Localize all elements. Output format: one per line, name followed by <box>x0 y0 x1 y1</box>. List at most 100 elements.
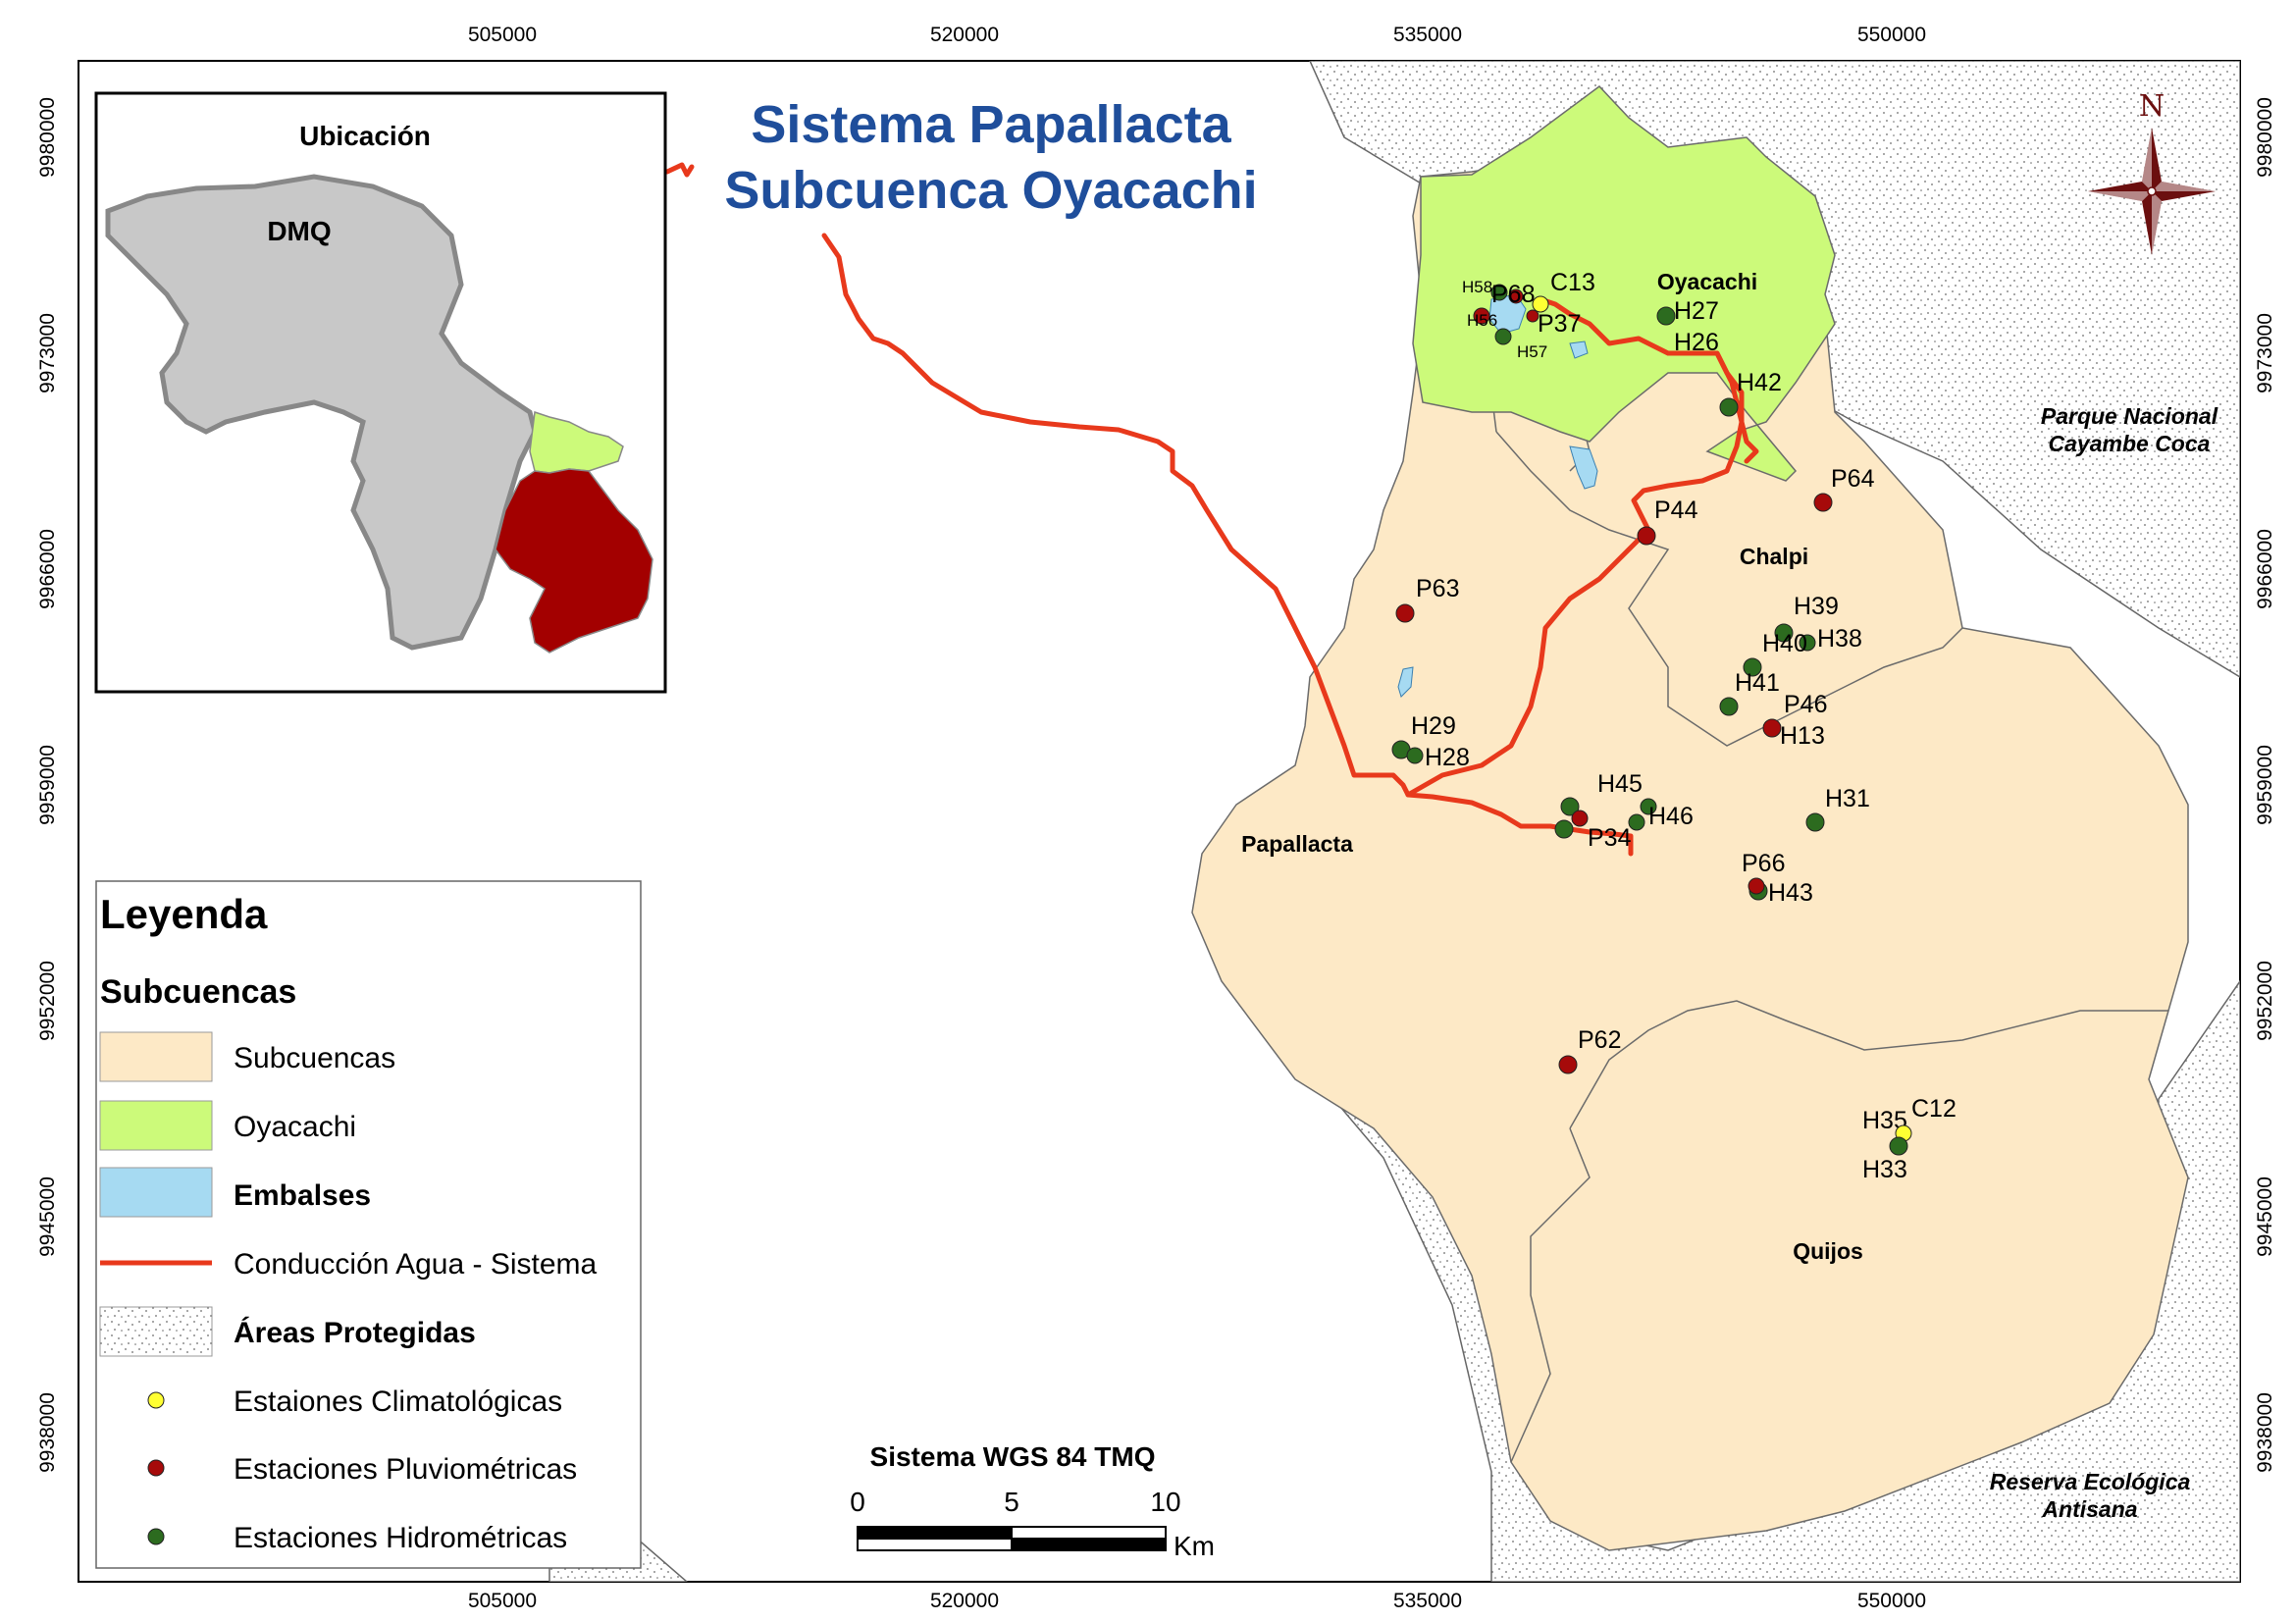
y-tick-right-3: 9966000 <box>2254 529 2276 609</box>
title-line-1: Sistema Papallacta <box>751 95 1231 154</box>
x-axis-top: 505000 520000 535000 550000 <box>468 24 1926 46</box>
inset-papallacta-region <box>495 468 653 654</box>
label-h58: H58 <box>1462 278 1492 296</box>
label-h26: H26 <box>1674 329 1719 356</box>
label-p37: P37 <box>1538 310 1581 338</box>
reservoir-oyacachi-2 <box>1569 340 1589 359</box>
legend-item-pluviometricas: Estaciones Pluviométricas <box>234 1453 577 1486</box>
title-line-2: Subcuenca Oyacachi <box>724 161 1257 220</box>
water-conduction-branch-east <box>1714 350 1759 464</box>
station-h27 <box>1656 306 1676 326</box>
water-conduction-line <box>664 162 1634 857</box>
reservoir-small <box>1397 666 1414 698</box>
scale-system: Sistema WGS 84 TMQ <box>870 1441 1156 1472</box>
north-label: N <box>2139 89 2165 124</box>
label-p63: P63 <box>1416 575 1459 602</box>
label-p44: P44 <box>1654 497 1698 524</box>
map-title: Sistema Papallacta Subcuenca Oyacachi <box>724 95 1257 220</box>
subbasin-border-chalpi <box>1495 431 1963 747</box>
label-cayambe-2: Cayambe Coca <box>2049 431 2211 456</box>
y-tick-left-3: 9966000 <box>36 529 59 609</box>
station-p63 <box>1395 603 1415 623</box>
scale-unit: Km <box>1174 1531 1215 1561</box>
label-c12: C12 <box>1911 1095 1957 1123</box>
station-p68 <box>1508 288 1524 304</box>
inset-map: Ubicación DMQ <box>94 91 667 694</box>
station-c13 <box>1532 295 1549 313</box>
label-h39: H39 <box>1794 593 1839 620</box>
station-p64 <box>1813 493 1833 512</box>
legend-item-climatologicas: Estaiones Climatológicas <box>234 1386 562 1418</box>
x-tick-bottom-2: 520000 <box>930 1590 999 1612</box>
label-h45: H45 <box>1597 770 1643 798</box>
label-cayambe-1: Parque Nacional <box>2041 403 2218 429</box>
label-p46: P46 <box>1784 691 1827 718</box>
subbasin-border-quijos-west <box>1510 1127 1591 1463</box>
label-p34: P34 <box>1588 824 1632 852</box>
label-h40: H40 <box>1762 630 1807 657</box>
label-p68: P68 <box>1491 281 1535 308</box>
reservoir-papallacta <box>1569 445 1598 490</box>
scale-label-10: 10 <box>1150 1487 1180 1517</box>
y-tick-left-4: 9959000 <box>36 745 59 825</box>
y-tick-right-2: 9973000 <box>2254 313 2276 393</box>
station-h41 <box>1719 697 1739 716</box>
station-h45-a <box>1560 797 1580 816</box>
station-h33 <box>1889 1136 1908 1156</box>
legend-section: Subcuencas <box>100 973 296 1011</box>
y-tick-right-5: 9952000 <box>2254 961 2276 1041</box>
legend: Leyenda Subcuencas Subcuencas Oyacachi E… <box>95 880 642 1569</box>
label-h43: H43 <box>1768 879 1813 907</box>
legend-title: Leyenda <box>100 891 268 937</box>
y-tick-right-4: 9959000 <box>2254 745 2276 825</box>
y-tick-right-7: 9938000 <box>2254 1392 2276 1473</box>
stations: H58 P68 C13 H56 P37 H57 H27 H26 H42 P64 … <box>1391 269 1957 1183</box>
label-p64: P64 <box>1831 465 1875 493</box>
label-papallacta: Papallacta <box>1241 831 1353 857</box>
station-h38 <box>1799 634 1816 652</box>
label-c13: C13 <box>1550 269 1595 296</box>
y-tick-left-5: 9952000 <box>36 961 59 1041</box>
y-tick-right-1: 9980000 <box>2254 97 2276 178</box>
station-h45-b <box>1554 819 1574 839</box>
station-h57 <box>1494 328 1512 345</box>
label-h28: H28 <box>1425 744 1470 771</box>
station-p44 <box>1637 526 1656 546</box>
station-h56 <box>1473 307 1490 325</box>
y-axis-right: 9980000 9973000 9966000 9959000 9952000 … <box>2254 97 2276 1473</box>
label-h38: H38 <box>1817 625 1862 653</box>
label-p66: P66 <box>1742 850 1785 877</box>
inset-title: Ubicación <box>299 121 431 151</box>
label-h56: H56 <box>1467 311 1497 330</box>
scale-bar: Sistema WGS 84 TMQ 0 5 10 Km <box>850 1441 1215 1561</box>
station-h42 <box>1719 397 1739 417</box>
label-antisana-2: Antisana <box>2041 1496 2137 1522</box>
label-h46: H46 <box>1648 803 1694 830</box>
y-tick-left-6: 9945000 <box>36 1177 59 1257</box>
station-h39 <box>1774 623 1794 643</box>
label-h33: H33 <box>1862 1156 1907 1183</box>
x-axis-bottom: 505000 520000 535000 550000 <box>468 1590 1926 1612</box>
legend-item-subcuencas: Subcuencas <box>234 1042 395 1074</box>
label-h42: H42 <box>1737 369 1782 396</box>
reservoirs <box>1397 293 1598 698</box>
legend-item-conduccion: Conducción Agua - Sistema <box>234 1248 598 1281</box>
scale-label-0: 0 <box>850 1487 865 1517</box>
y-tick-left-1: 9980000 <box>36 97 59 178</box>
x-tick-top-3: 535000 <box>1393 24 1462 46</box>
station-p62 <box>1558 1055 1578 1074</box>
subbasin-area <box>1191 146 2189 1551</box>
x-tick-bottom-3: 535000 <box>1393 1590 1462 1612</box>
x-tick-bottom-4: 550000 <box>1857 1590 1926 1612</box>
y-tick-right-6: 9945000 <box>2254 1177 2276 1257</box>
x-tick-top-4: 550000 <box>1857 24 1926 46</box>
inset-dmq <box>105 174 538 651</box>
legend-item-areas-protegidas: Áreas Protegidas <box>234 1316 476 1349</box>
label-h29: H29 <box>1411 712 1456 740</box>
y-tick-left-7: 9938000 <box>36 1392 59 1473</box>
station-p66 <box>1748 877 1765 895</box>
station-h46-a <box>1640 798 1657 815</box>
legend-item-oyacachi: Oyacachi <box>234 1111 356 1143</box>
north-arrow: N <box>2088 89 2216 255</box>
